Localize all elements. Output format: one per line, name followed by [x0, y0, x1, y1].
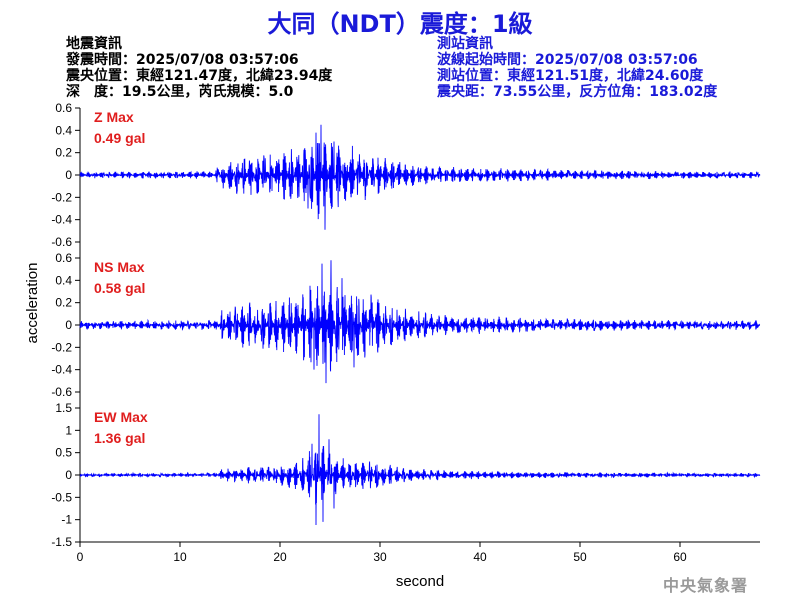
y-tick-label-ns: 0: [65, 318, 72, 332]
origin-time: 發震時間：2025/07/08 03:57:06: [66, 52, 299, 68]
y-tick-label-ew: 0.5: [55, 446, 72, 460]
y-tick-label-ew: -0.5: [51, 490, 72, 504]
y-tick-label-ew: 1: [65, 423, 72, 437]
y-tick-label-z: 0.6: [55, 101, 72, 115]
y-tick-label-z: -0.6: [51, 235, 72, 249]
station-location: 測站位置：東經121.51度，北緯24.60度: [437, 68, 704, 84]
agency-logo-text: 中央氣象署: [662, 576, 748, 595]
max-value-ns: 0.58 gal: [94, 280, 145, 296]
waveform-ew: [79, 414, 761, 526]
y-tick-label-z: 0.4: [55, 123, 72, 137]
x-tick-label: 60: [673, 550, 687, 564]
epicenter-location: 震央位置：東經121.47度，北緯23.94度: [66, 68, 333, 84]
max-value-ew: 1.36 gal: [94, 430, 145, 446]
y-tick-label-ns: -0.6: [51, 385, 72, 399]
x-tick-label: 0: [77, 550, 84, 564]
y-tick-label-z: 0: [65, 168, 72, 182]
x-tick-label: 10: [173, 550, 187, 564]
y-tick-label-z: -0.4: [51, 213, 72, 227]
y-axis-label: acceleration: [24, 263, 41, 344]
y-tick-label-z: 0.2: [55, 146, 72, 160]
wave-start-time: 波線起始時間：2025/07/08 03:57:06: [437, 52, 698, 68]
y-tick-label-ew: 1.5: [55, 401, 72, 415]
event-info-block: 地震資訊 發震時間：2025/07/08 03:57:06 震央位置：東經121…: [66, 36, 332, 100]
y-tick-label-ns: 0.6: [55, 251, 72, 265]
y-tick-label-ns: -0.2: [51, 340, 72, 354]
x-tick-label: 30: [373, 550, 387, 564]
x-tick-label: 20: [273, 550, 287, 564]
depth-magnitude: 深 度：19.5公里，芮氏規模：5.0: [66, 84, 294, 100]
max-label-ew: EW Max: [94, 409, 148, 425]
chart-title: 大同（NDT）震度：1級: [267, 10, 533, 38]
waveform-ns: [79, 260, 761, 384]
station-info-heading: 測站資訊: [437, 36, 493, 52]
y-tick-label-ns: -0.4: [51, 363, 72, 377]
station-info-block: 測站資訊 波線起始時間：2025/07/08 03:57:06 測站位置：東經1…: [437, 36, 717, 100]
epicentral-distance: 震央距：73.55公里，反方位角：183.02度: [437, 84, 718, 100]
y-tick-label-ns: 0.4: [55, 273, 72, 287]
y-tick-label-z: -0.2: [51, 190, 72, 204]
max-label-ns: NS Max: [94, 259, 145, 275]
y-tick-label-ew: -1.5: [51, 535, 72, 549]
x-tick-label: 40: [473, 550, 487, 564]
event-info-heading: 地震資訊: [66, 36, 122, 52]
y-tick-label-ns: 0.2: [55, 296, 72, 310]
max-value-z: 0.49 gal: [94, 130, 145, 146]
x-axis-label: second: [396, 573, 444, 590]
y-tick-label-ew: -1: [61, 513, 72, 527]
max-label-z: Z Max: [94, 109, 134, 125]
y-tick-label-ew: 0: [65, 468, 72, 482]
waveform-z: [79, 124, 761, 230]
x-tick-label: 50: [573, 550, 587, 564]
